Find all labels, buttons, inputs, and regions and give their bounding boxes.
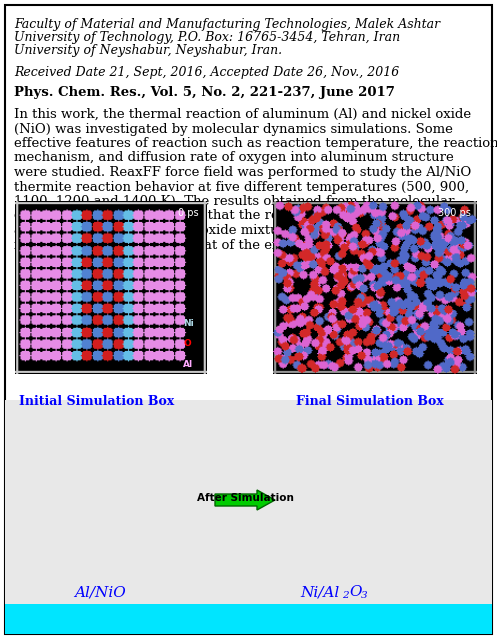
- Text: University of Neyshabur, Neyshabur, Iran.: University of Neyshabur, Neyshabur, Iran…: [14, 44, 282, 57]
- FancyArrow shape: [215, 490, 275, 510]
- Text: 0 ps: 0 ps: [178, 208, 199, 218]
- Text: Ni: Ni: [183, 319, 194, 328]
- Text: University of Technology, P.O. Box: 16765-3454, Tehran, Iran: University of Technology, P.O. Box: 1676…: [14, 31, 400, 44]
- Text: Faculty of Material and Manufacturing Technologies, Malek Ashtar: Faculty of Material and Manufacturing Te…: [14, 18, 440, 31]
- Text: K).: K).: [14, 253, 33, 266]
- Bar: [5, 400, 492, 604]
- Text: effective features of reaction such as reaction temperature, the reaction: effective features of reaction such as r…: [14, 137, 497, 150]
- Text: were studied. ReaxFF force field was performed to study the Al/NiO: were studied. ReaxFF force field was per…: [14, 166, 471, 179]
- Text: In this work, the thermal reaction of aluminum (Al) and nickel oxide: In this work, the thermal reaction of al…: [14, 108, 471, 121]
- Text: (NiO) was investigated by molecular dynamics simulations. Some: (NiO) was investigated by molecular dyna…: [14, 123, 453, 135]
- Bar: [5, 604, 492, 634]
- Text: After Simulation: After Simulation: [196, 493, 293, 503]
- Text: mechanism, and diffusion rate of oxygen into aluminum structure: mechanism, and diffusion rate of oxygen …: [14, 151, 454, 164]
- Text: Al: Al: [183, 360, 193, 369]
- Text: O: O: [183, 339, 191, 348]
- Text: in a good agreement with that of the experimental value (i.e. 1148.8: in a good agreement with that of the exp…: [14, 238, 473, 252]
- Text: 1100, 1200 and 1400 K). The results obtained from the molecular: 1100, 1200 and 1400 K). The results obta…: [14, 195, 454, 208]
- Text: dynamics simulation predict that the reaction temperature for: dynamics simulation predict that the rea…: [14, 210, 431, 222]
- Text: 2: 2: [342, 592, 348, 601]
- Text: Phys. Chem. Res., Vol. 5, No. 2, 221-237, June 2017: Phys. Chem. Res., Vol. 5, No. 2, 221-237…: [14, 86, 395, 99]
- Text: 300 ps: 300 ps: [438, 208, 471, 218]
- Text: Al/NiO: Al/NiO: [74, 585, 126, 599]
- Text: aluminum metal and nickel oxide mixture would be 1141 K, which is: aluminum metal and nickel oxide mixture …: [14, 224, 473, 237]
- Text: thermite reaction behavior at five different temperatures (500, 900,: thermite reaction behavior at five diffe…: [14, 180, 469, 194]
- Text: Received Date 21, Sept, 2016, Accepted Date 26, Nov., 2016: Received Date 21, Sept, 2016, Accepted D…: [14, 66, 399, 79]
- Text: Final Simulation Box: Final Simulation Box: [296, 395, 444, 408]
- Text: Initial Simulation Box: Initial Simulation Box: [19, 395, 174, 408]
- Text: Ni/Al: Ni/Al: [301, 585, 340, 599]
- Text: O: O: [349, 585, 361, 599]
- Text: 3: 3: [361, 592, 368, 601]
